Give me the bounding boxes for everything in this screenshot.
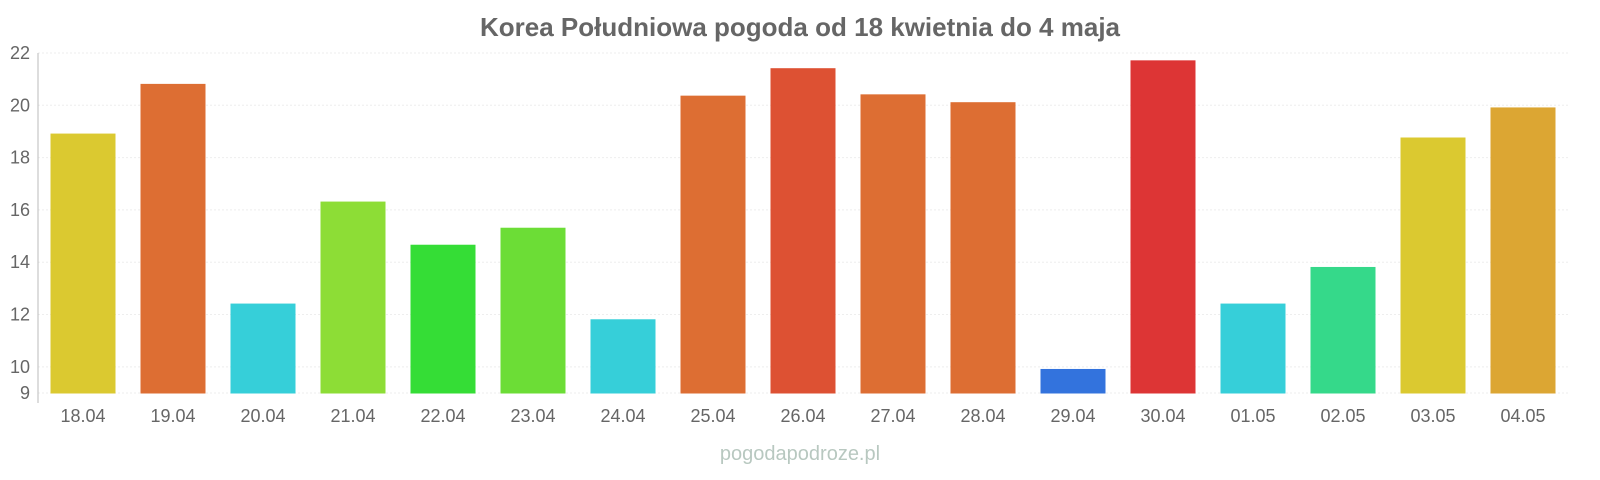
- x-tick-label: 28.04: [960, 406, 1005, 426]
- x-tick-label: 30.04: [1140, 406, 1185, 426]
- bar-20.04[interactable]: [230, 303, 296, 394]
- bar-19.04[interactable]: [140, 83, 206, 394]
- x-tick-label: 22.04: [420, 406, 465, 426]
- bar-04.05[interactable]: [1490, 107, 1556, 394]
- y-tick-label: 9: [20, 383, 30, 403]
- x-tick-label: 20.04: [240, 406, 285, 426]
- x-tick-label: 18.04: [60, 406, 105, 426]
- chart-title: Korea Południowa pogoda od 18 kwietnia d…: [480, 12, 1121, 42]
- bar-01.05[interactable]: [1220, 303, 1286, 394]
- x-tick-label: 23.04: [510, 406, 555, 426]
- bar-02.05[interactable]: [1310, 266, 1376, 394]
- x-tick-label: 25.04: [690, 406, 735, 426]
- x-tick-label: 27.04: [870, 406, 915, 426]
- x-tick-label: 03.05: [1410, 406, 1455, 426]
- bar-27.04[interactable]: [860, 94, 926, 394]
- bar-30.04[interactable]: [1130, 60, 1196, 394]
- bar-28.04[interactable]: [950, 102, 1016, 394]
- y-tick-label: 18: [10, 148, 30, 168]
- y-tick-label: 12: [10, 305, 30, 325]
- bar-25.04[interactable]: [680, 95, 746, 394]
- bar-26.04[interactable]: [770, 68, 836, 394]
- y-tick-label: 20: [10, 95, 30, 115]
- y-tick-label: 14: [10, 252, 30, 272]
- x-tick-label: 21.04: [330, 406, 375, 426]
- x-tick-label: 26.04: [780, 406, 825, 426]
- bar-21.04[interactable]: [320, 201, 386, 394]
- bar-18.04[interactable]: [50, 133, 116, 394]
- x-tick-label: 04.05: [1500, 406, 1545, 426]
- watermark: pogodapodroze.pl: [720, 443, 880, 465]
- bar-22.04[interactable]: [410, 244, 476, 394]
- bar-03.05[interactable]: [1400, 137, 1466, 394]
- x-tick-label: 01.05: [1230, 406, 1275, 426]
- y-tick-label: 10: [10, 357, 30, 377]
- x-tick-label: 19.04: [150, 406, 195, 426]
- bar-24.04[interactable]: [590, 319, 656, 394]
- bar-29.04[interactable]: [1040, 368, 1106, 394]
- x-tick-label: 24.04: [600, 406, 645, 426]
- y-tick-label: 16: [10, 200, 30, 220]
- x-tick-label: 02.05: [1320, 406, 1365, 426]
- bar-23.04[interactable]: [500, 227, 566, 394]
- y-tick-label: 22: [10, 43, 30, 63]
- x-tick-label: 29.04: [1050, 406, 1095, 426]
